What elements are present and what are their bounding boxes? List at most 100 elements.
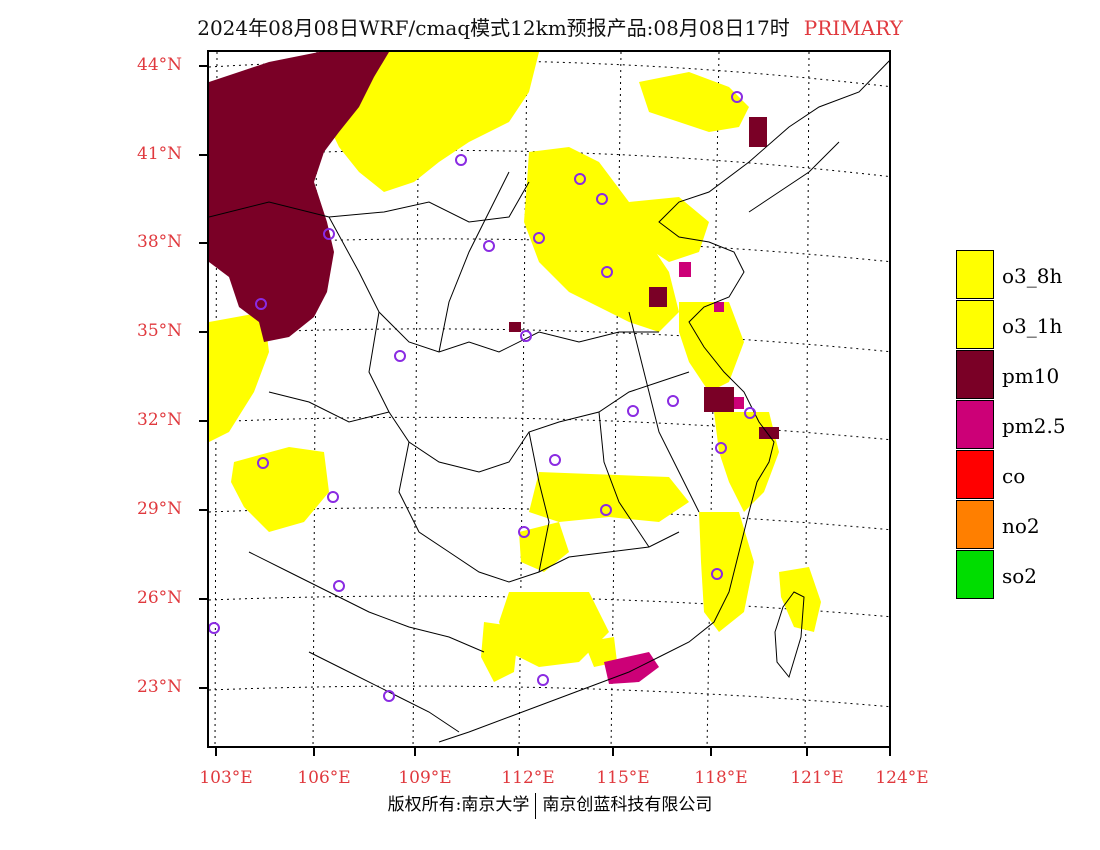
province-boundary-2 (328, 216, 659, 353)
station-marker (255, 298, 267, 310)
station-marker (483, 240, 495, 252)
station-marker (596, 193, 608, 205)
legend-swatch (956, 250, 994, 299)
legend-label: pm2.5 (1002, 414, 1066, 438)
lat-tick (199, 154, 207, 156)
station-marker (323, 228, 335, 240)
copyright-footer: 版权所有:南京大学 南京创蓝科技有限公司 (0, 790, 1100, 819)
legend-item-o3-1h: o3_1h (956, 300, 1096, 350)
lon-tick (517, 748, 519, 756)
o3-area-northeast-strip (639, 72, 749, 132)
lon-tick (889, 748, 891, 756)
station-marker (533, 232, 545, 244)
pm25-spot-2 (714, 302, 724, 312)
legend-label: pm10 (1002, 364, 1060, 388)
lat-tick (199, 420, 207, 422)
legend-item-pm10: pm10 (956, 350, 1096, 400)
station-marker (731, 91, 743, 103)
lon-tick (710, 748, 712, 756)
legend-label: o3_8h (1002, 264, 1063, 288)
legend-label: so2 (1002, 564, 1038, 588)
legend-swatch (956, 300, 994, 349)
lat-label-38: 38°N (137, 232, 183, 252)
station-marker (537, 674, 549, 686)
taiwan-outline (774, 591, 805, 679)
o3-area-sichuan (231, 447, 329, 532)
pollutant-legend: o3_8h o3_1h pm10 pm2.5 co no2 so2 (956, 250, 1096, 600)
station-marker (744, 407, 756, 419)
province-boundary-3 (368, 311, 690, 473)
station-marker (574, 173, 586, 185)
legend-item-o3-8h: o3_8h (956, 250, 1096, 300)
station-marker (549, 454, 561, 466)
o3-area-taiwan-strip (779, 567, 821, 632)
copyright-right: 南京创蓝科技有限公司 (542, 795, 713, 815)
province-boundary-9 (438, 171, 510, 353)
pm10-spot-1 (704, 387, 734, 412)
lat-label-23: 23°N (137, 677, 183, 697)
pm25-spot-1 (679, 262, 691, 277)
o3-area-fujian (699, 512, 754, 632)
lat-label-32: 32°N (137, 410, 183, 430)
station-marker (257, 457, 269, 469)
station-marker (711, 568, 723, 580)
legend-swatch (956, 400, 994, 449)
station-marker (394, 350, 406, 362)
province-boundary-8 (598, 411, 650, 548)
o3-area-hebei (524, 147, 679, 332)
lat-tick (199, 242, 207, 244)
province-boundary-4 (268, 391, 390, 423)
o3-area-north (319, 52, 539, 192)
legend-item-pm25: pm2.5 (956, 400, 1096, 450)
station-markers (209, 91, 756, 702)
station-marker (601, 266, 613, 278)
pm25-spot-3 (734, 397, 744, 409)
forecast-map (209, 52, 889, 746)
station-marker (715, 442, 727, 454)
lat-tick (199, 65, 207, 67)
lon-tick (215, 748, 217, 756)
pm10-spot-4 (509, 322, 521, 332)
station-marker (518, 526, 530, 538)
lon-tick (806, 748, 808, 756)
pm10-spot-2 (749, 117, 767, 147)
lat-tick (199, 331, 207, 333)
coastline (438, 60, 889, 743)
title-text: 2024年08月08日WRF/cmaq模式12km预报产品:08月08日17时 (197, 16, 790, 40)
legend-item-co: co (956, 450, 1096, 500)
legend-label: no2 (1002, 514, 1040, 538)
map-panel (207, 50, 891, 748)
station-marker (327, 491, 339, 503)
province-boundary-5 (398, 441, 680, 583)
lat-label-41: 41°N (137, 144, 183, 164)
map-title: 2024年08月08日WRF/cmaq模式12km预报产品:08月08日17时 P… (0, 12, 1100, 42)
lon-label-103: 103°E (199, 768, 253, 788)
lat-label-26: 26°N (137, 588, 183, 608)
station-marker (600, 504, 612, 516)
station-marker (667, 395, 679, 407)
copyright-left: 版权所有:南京大学 (387, 795, 530, 815)
station-marker (209, 622, 220, 634)
o3-area-south (499, 592, 609, 667)
lon-tick (612, 748, 614, 756)
legend-swatch (956, 550, 994, 599)
o3-area-central (529, 472, 689, 522)
lat-label-35: 35°N (137, 321, 183, 341)
lon-label-112: 112°E (501, 768, 555, 788)
lon-label-106: 106°E (297, 768, 351, 788)
station-marker (520, 330, 532, 342)
station-marker (333, 580, 345, 592)
lon-tick (313, 748, 315, 756)
lat-tick (199, 509, 207, 511)
footer-divider (535, 792, 537, 819)
lon-tick (414, 748, 416, 756)
legend-swatch (956, 350, 994, 399)
o3-area-guangdong (481, 622, 519, 682)
lon-label-118: 118°E (694, 768, 748, 788)
pm10-areas (209, 52, 779, 439)
station-marker (627, 405, 639, 417)
o3-area-hainan-coast (584, 637, 617, 667)
lat-tick (199, 687, 207, 689)
lat-label-29: 29°N (137, 499, 183, 519)
lat-tick (199, 598, 207, 600)
